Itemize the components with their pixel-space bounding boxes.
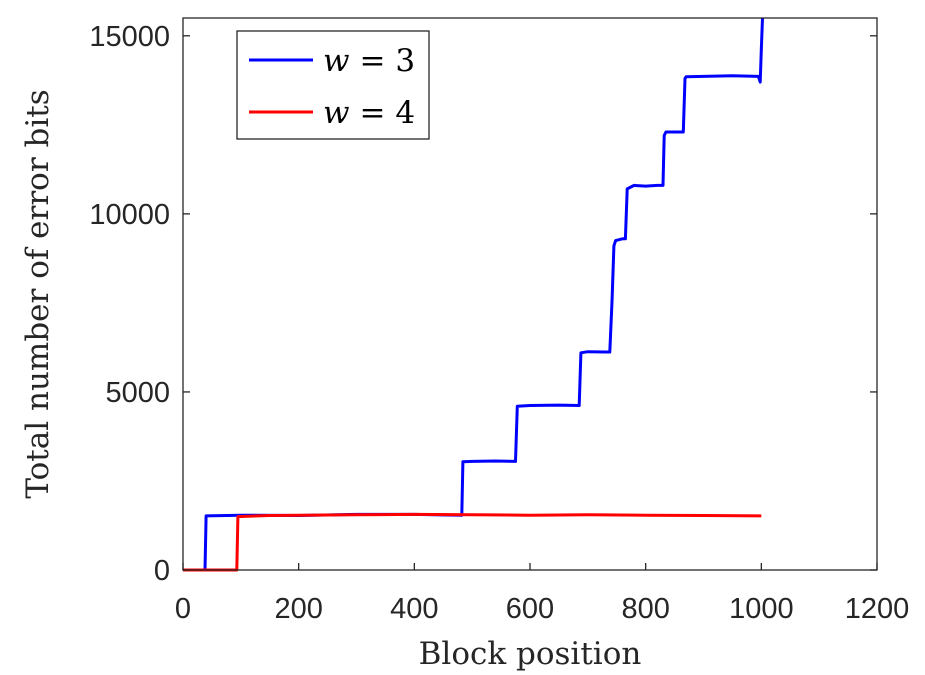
y-tick-label: 5000 [105, 377, 170, 409]
series-line-w4 [183, 512, 762, 572]
x-tick-label: 800 [621, 593, 669, 625]
ticks-layer: 0 200 400 600 800 1000 1200 0 5000 10000 15000 [89, 21, 909, 625]
x-tick-label: 400 [390, 593, 438, 625]
x-tick-label: 1000 [729, 593, 794, 625]
x-tick-label: 600 [506, 593, 554, 625]
legend-box [236, 30, 430, 140]
y-axis-title: Total number of error bits [20, 89, 56, 498]
x-tick-label: 200 [274, 593, 322, 625]
x-tick-label: 1200 [845, 593, 910, 625]
x-axis-title: Block position [419, 636, 642, 672]
series-layer [183, 17, 764, 572]
y-tick-label: 10000 [89, 199, 170, 231]
legend: w = 3 w = 4 [236, 30, 430, 140]
legend-label-w4: w = 4 [323, 95, 415, 131]
legend-var-w4: w [323, 95, 350, 131]
y-tick-label: 0 [154, 555, 170, 587]
legend-var-w3: w [323, 43, 350, 79]
x-tick-label: 0 [175, 593, 191, 625]
legend-eq-w3: = 3 [360, 43, 416, 79]
legend-eq-w4: = 4 [360, 95, 416, 131]
legend-label-w3: w = 3 [323, 43, 415, 79]
y-tick-label: 15000 [89, 21, 170, 53]
